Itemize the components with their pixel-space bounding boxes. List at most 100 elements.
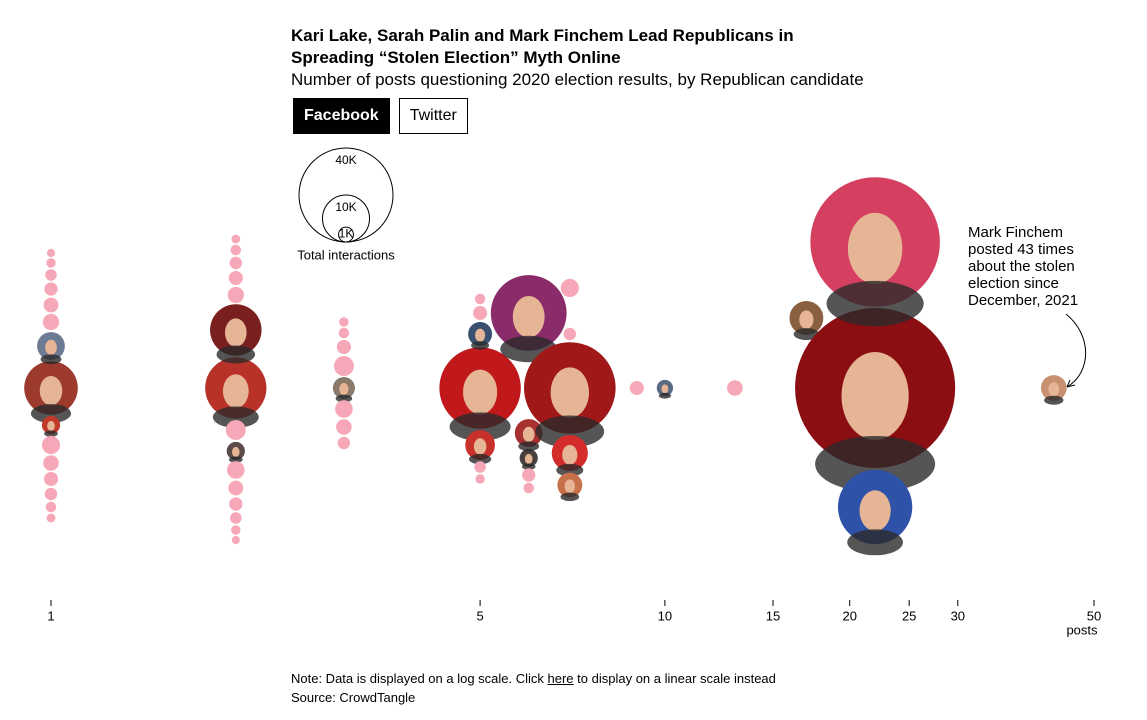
photo-face <box>847 212 903 285</box>
photo-face <box>859 490 891 532</box>
bubble <box>335 400 353 418</box>
bubble <box>474 461 486 473</box>
photo-face <box>550 367 590 418</box>
photo-shoulders <box>815 436 936 493</box>
photo-shoulders <box>847 529 903 556</box>
photo-face <box>473 438 487 455</box>
photo-shoulders <box>44 430 58 437</box>
photo-shoulders <box>335 394 353 403</box>
photo-shoulders <box>1044 395 1064 405</box>
photo-face <box>224 318 247 347</box>
note-text: to display on a linear scale instead <box>573 671 776 686</box>
photo-face <box>339 383 349 396</box>
photo-face <box>222 374 249 408</box>
source: Source: CrowdTangle <box>291 690 416 705</box>
bubble <box>227 286 244 304</box>
bubble <box>44 487 58 501</box>
bubble <box>337 436 351 450</box>
bubble <box>45 501 57 513</box>
bubble <box>336 419 352 435</box>
bubble <box>229 497 243 511</box>
photo-shoulders <box>535 415 605 448</box>
x-tick-label: 15 <box>766 608 780 623</box>
bubble <box>225 420 246 440</box>
photo-face <box>47 420 55 431</box>
tab[interactable]: Facebook <box>293 98 390 134</box>
bubble <box>41 435 61 455</box>
photo-shoulders <box>449 412 511 441</box>
annotation-arrowhead <box>1066 379 1076 388</box>
bubble <box>228 270 243 286</box>
photo-face <box>45 339 57 356</box>
size-legend-circle <box>338 226 354 243</box>
photo-face <box>564 479 576 494</box>
bubble <box>475 474 485 484</box>
photo-shoulders <box>521 463 536 470</box>
bubble <box>231 535 240 545</box>
linear-scale-link[interactable]: here <box>547 671 574 686</box>
photo-shoulders <box>658 392 672 399</box>
photo-face <box>524 453 533 464</box>
bubble <box>46 258 56 268</box>
photo-shoulders <box>228 456 243 463</box>
x-tick-label: 25 <box>902 608 916 623</box>
x-tick-label: 1 <box>47 608 54 623</box>
chart-subtitle: Number of posts questioning 2020 electio… <box>291 70 864 89</box>
tab-bar: Facebook Twitter <box>293 98 468 134</box>
photo-face <box>562 444 578 465</box>
bubble <box>230 244 242 256</box>
bubble <box>522 468 536 482</box>
bubble <box>42 313 60 331</box>
photo-face <box>475 328 486 342</box>
x-tick-label: 10 <box>658 608 672 623</box>
size-legend-label: 40K <box>335 153 356 167</box>
photo-face <box>1048 382 1060 397</box>
bubble <box>231 234 241 244</box>
tab[interactable]: Twitter <box>398 98 468 134</box>
bubble <box>45 269 57 281</box>
bubble <box>229 256 243 270</box>
bubble <box>727 380 743 396</box>
photo-shoulders <box>471 341 490 350</box>
photo-shoulders <box>556 463 584 477</box>
note: Note: Data is displayed on a log scale. … <box>291 669 776 688</box>
bubble <box>43 297 59 313</box>
x-tick-label: 50 <box>1087 608 1101 623</box>
bubble <box>474 293 486 305</box>
size-legend-title: Total interactions <box>297 247 395 262</box>
bubble <box>339 317 349 327</box>
photo-face <box>463 369 498 415</box>
size-legend-label: 1K <box>339 227 354 241</box>
bubble <box>336 339 351 355</box>
bubble <box>230 512 242 524</box>
x-tick-label: 5 <box>476 608 483 623</box>
bubble <box>228 480 244 496</box>
bubble <box>333 356 354 376</box>
x-tick-label: 30 <box>951 608 965 623</box>
photo-shoulders <box>793 328 820 341</box>
photo-face <box>39 375 63 406</box>
bubble <box>338 327 350 339</box>
note-text: Note: Data is displayed on a log scale. … <box>291 671 548 686</box>
bubble <box>43 471 59 487</box>
photo-shoulders <box>212 406 259 428</box>
bubble <box>46 248 56 258</box>
bubble <box>563 327 577 341</box>
chart-title: Kari Lake, Sarah Palin and Mark Finchem … <box>291 26 794 67</box>
photo-shoulders <box>468 453 492 465</box>
x-tick-label: 20 <box>842 608 856 623</box>
bubble <box>46 513 56 523</box>
bubble <box>44 282 58 296</box>
bubble <box>231 525 241 535</box>
bubble <box>473 305 488 321</box>
photo-face <box>231 446 240 457</box>
photo-shoulders <box>40 354 62 365</box>
photo-face <box>799 310 814 330</box>
bubble <box>43 455 59 471</box>
x-axis-label: posts <box>1066 622 1098 637</box>
photo-shoulders <box>216 345 256 364</box>
photo-face <box>841 351 909 441</box>
photo-shoulders <box>518 441 540 452</box>
photo-face <box>512 295 545 338</box>
